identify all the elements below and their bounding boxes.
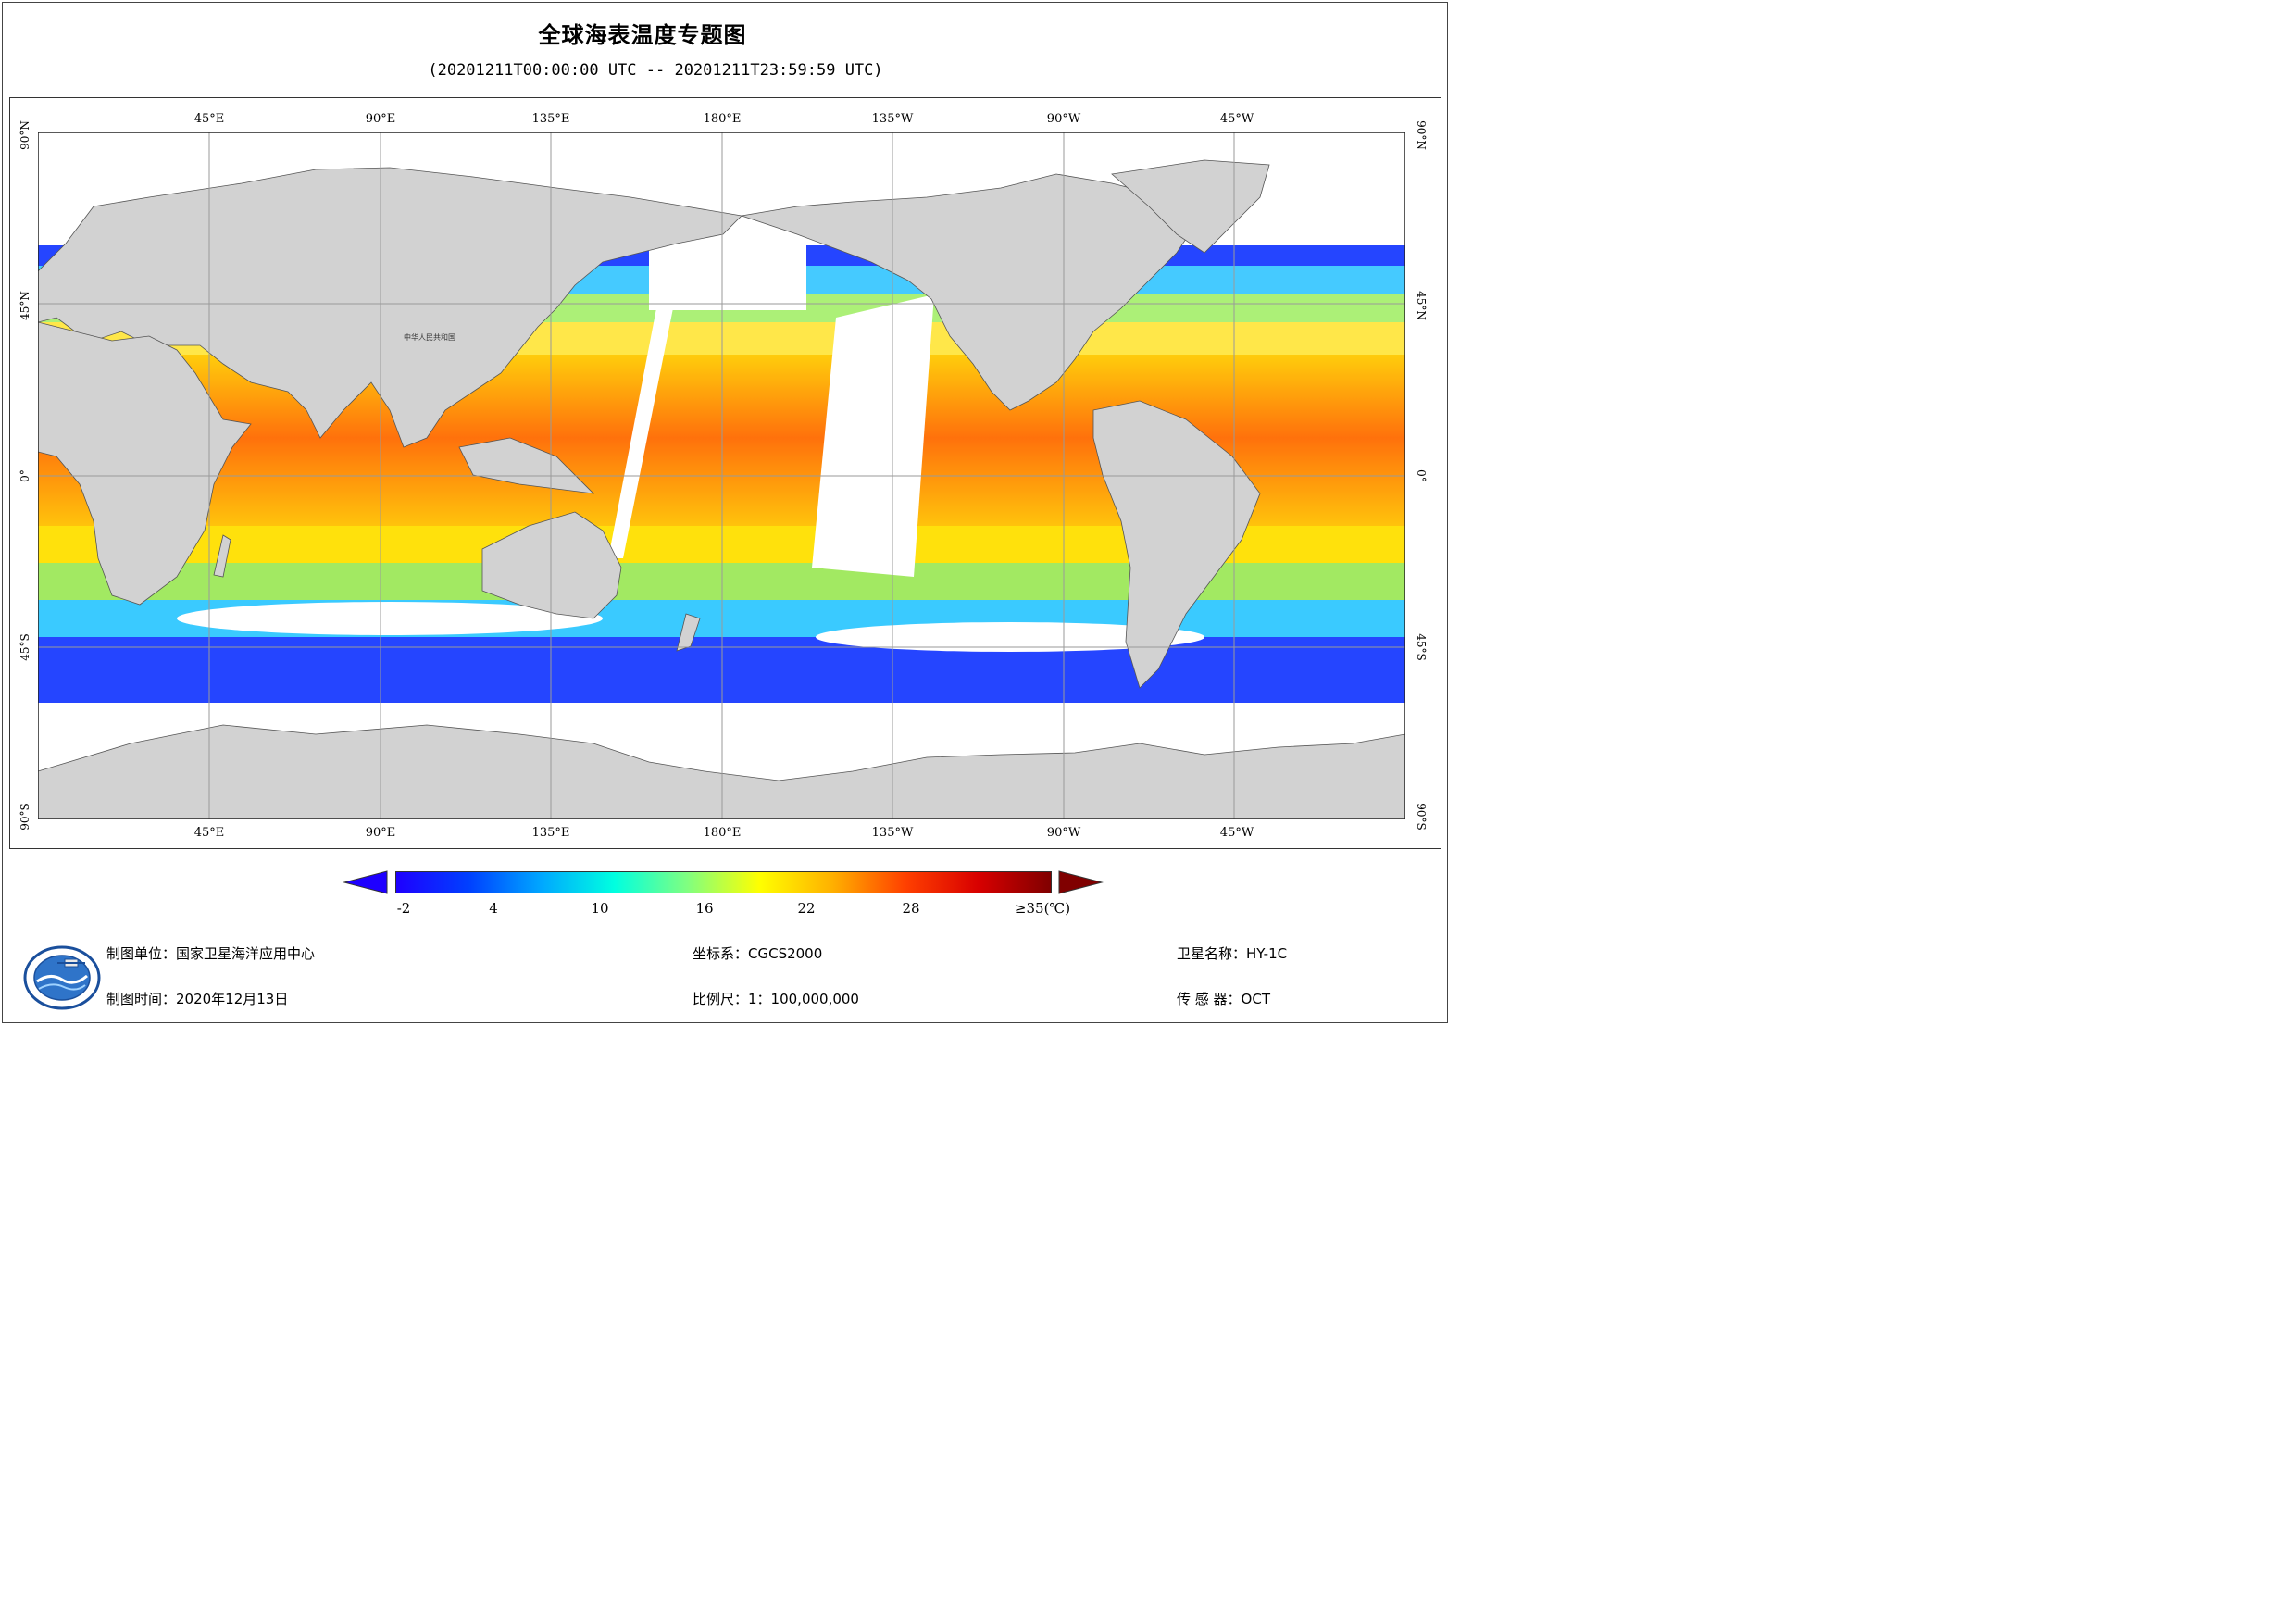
lon-label-top-90e: 90°E <box>365 112 396 126</box>
lat-label-left-90n: 90°N <box>19 120 31 150</box>
land-australia <box>481 511 622 619</box>
footer-satellite: 卫星名称：HY-1C <box>1177 945 1288 962</box>
lat-label-left-0: 0° <box>19 469 31 482</box>
lon-label-top-90w: 90°W <box>1046 112 1081 126</box>
time-range-subtitle: (20201211T00:00:00 UTC -- 20201211T23:59… <box>428 61 883 80</box>
lon-label-top-180e: 180°E <box>703 112 742 126</box>
footer-sensor: 传 感 器：OCT <box>1177 991 1270 1007</box>
nodata-north-pacific <box>649 245 806 310</box>
map-title: 全球海表温度专题图 <box>538 22 747 48</box>
land-north-america <box>741 173 1196 411</box>
nodata-cloud-south-pacific <box>816 622 1204 652</box>
lon-label-bottom-135e: 135°E <box>531 826 570 840</box>
footer-crs: 坐标系：CGCS2000 <box>693 945 823 962</box>
graticule <box>38 132 1405 819</box>
lat-label-left-90s: 90°S <box>19 803 31 831</box>
lon-label-bottom-135w: 135°W <box>871 826 914 840</box>
lon-label-top-135w: 135°W <box>871 112 914 126</box>
lon-label-bottom-45w: 45°W <box>1219 826 1254 840</box>
country-label-china: 中华人民共和国 <box>404 333 455 342</box>
lon-label-bottom-180e: 180°E <box>703 826 742 840</box>
lon-label-top-45e: 45°E <box>193 112 225 126</box>
colorbar-tick-16: 16 <box>695 900 714 917</box>
colorbar-tick-22: 22 <box>797 900 816 917</box>
footer-map-date: 制图时间：2020年12月13日 <box>106 991 289 1007</box>
lon-label-bottom-90w: 90°W <box>1046 826 1081 840</box>
colorbar-tick-10: 10 <box>591 900 609 917</box>
land-south-america <box>1092 400 1261 689</box>
colorbar-tick-35-unit: ≥35(℃) <box>1014 900 1071 917</box>
colorbar-tick-4: 4 <box>489 900 498 917</box>
page-border <box>2 2 1448 1023</box>
lat-label-left-45n: 45°N <box>19 291 31 320</box>
land-new-zealand <box>676 613 701 652</box>
land-greenland <box>1111 159 1270 254</box>
colorbar-max-arrow <box>1058 870 1104 894</box>
lon-label-bottom-90e: 90°E <box>365 826 396 840</box>
colorbar-min-arrow <box>343 870 388 894</box>
lat-label-right-90n: 90°N <box>1415 120 1428 150</box>
footer-scale: 比例尺：1：100,000,000 <box>693 991 859 1007</box>
lon-label-top-45w: 45°W <box>1219 112 1254 126</box>
lon-label-bottom-45e: 45°E <box>193 826 225 840</box>
nodata-swath-gap-2 <box>812 294 934 577</box>
lat-label-right-45n: 45°N <box>1415 291 1428 320</box>
lat-label-right-45s: 45°S <box>1415 633 1428 661</box>
colorbar-tick-minus2: -2 <box>396 900 411 917</box>
nsoas-logo-icon <box>23 945 101 1010</box>
land-madagascar <box>213 534 231 578</box>
map-frame <box>9 97 1441 849</box>
lat-label-right-0: 0° <box>1415 469 1428 482</box>
footer-map-unit: 制图单位：国家卫星海洋应用中心 <box>106 945 316 962</box>
nodata-swath-gap-1 <box>608 308 673 558</box>
land-maritime-se-asia <box>458 437 595 494</box>
temperature-colorbar <box>395 871 1052 893</box>
lat-label-right-90s: 90°S <box>1415 803 1428 831</box>
land-layer <box>38 159 1405 819</box>
nodata-cloud-south-indian <box>177 602 603 635</box>
sst-map <box>38 132 1405 819</box>
colorbar-tick-28: 28 <box>902 900 920 917</box>
lat-label-left-45s: 45°S <box>19 633 31 661</box>
lon-label-top-135e: 135°E <box>531 112 570 126</box>
